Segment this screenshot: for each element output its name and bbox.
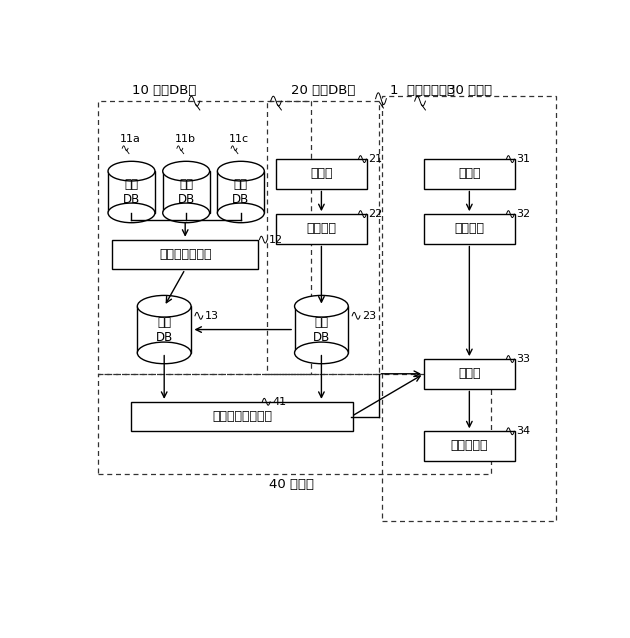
Text: 1  配管診断装置: 1 配管診断装置 bbox=[390, 84, 455, 97]
Text: 20 変状DB部: 20 変状DB部 bbox=[290, 84, 355, 97]
Bar bbox=[382, 96, 556, 521]
Bar bbox=[112, 240, 258, 269]
Bar bbox=[276, 159, 367, 189]
Text: 41: 41 bbox=[272, 397, 286, 407]
Text: 22: 22 bbox=[369, 209, 382, 219]
Text: 基準
DB: 基準 DB bbox=[156, 316, 173, 343]
Bar bbox=[424, 214, 515, 244]
Ellipse shape bbox=[108, 203, 155, 223]
Bar bbox=[424, 431, 515, 461]
Bar bbox=[131, 402, 353, 431]
Ellipse shape bbox=[163, 161, 210, 181]
Text: 10 基準DB部: 10 基準DB部 bbox=[132, 84, 197, 97]
Text: 基準分布生成部: 基準分布生成部 bbox=[159, 248, 212, 261]
Text: 21: 21 bbox=[369, 154, 382, 164]
Bar bbox=[163, 171, 210, 213]
Text: 判別問題最適化部: 判別問題最適化部 bbox=[212, 410, 272, 423]
Text: 12: 12 bbox=[269, 235, 284, 244]
Bar bbox=[98, 101, 311, 374]
Text: 13: 13 bbox=[205, 311, 219, 321]
Ellipse shape bbox=[217, 161, 265, 181]
Ellipse shape bbox=[295, 295, 348, 317]
Ellipse shape bbox=[108, 161, 155, 181]
Bar bbox=[295, 306, 348, 353]
Bar bbox=[137, 306, 191, 353]
Text: 11a: 11a bbox=[120, 135, 141, 144]
Bar bbox=[217, 171, 264, 213]
Text: 34: 34 bbox=[516, 426, 530, 436]
Text: 指標化部: 指標化部 bbox=[306, 223, 336, 235]
Text: ラベル化部: ラベル化部 bbox=[450, 440, 488, 452]
Text: 30 診断部: 30 診断部 bbox=[447, 84, 492, 97]
Text: 40 学習部: 40 学習部 bbox=[268, 478, 314, 491]
Text: 判定部: 判定部 bbox=[458, 367, 481, 380]
Text: 変状
DB: 変状 DB bbox=[312, 316, 330, 343]
Ellipse shape bbox=[163, 203, 210, 223]
Ellipse shape bbox=[137, 295, 191, 317]
Ellipse shape bbox=[295, 342, 348, 364]
Text: 32: 32 bbox=[516, 209, 530, 219]
Text: 11b: 11b bbox=[175, 135, 196, 144]
Ellipse shape bbox=[137, 342, 191, 364]
Bar bbox=[424, 159, 515, 189]
Bar bbox=[108, 171, 155, 213]
Text: 計測部: 計測部 bbox=[310, 167, 333, 181]
Bar bbox=[276, 214, 367, 244]
Text: 11c: 11c bbox=[229, 135, 249, 144]
Text: 設計
DB: 設計 DB bbox=[178, 178, 195, 206]
Bar bbox=[266, 101, 379, 374]
Text: 計測部: 計測部 bbox=[458, 167, 481, 181]
Text: 33: 33 bbox=[516, 354, 530, 364]
Text: 31: 31 bbox=[516, 154, 530, 164]
Text: 23: 23 bbox=[362, 311, 376, 321]
Bar bbox=[98, 374, 491, 475]
Text: 材料
DB: 材料 DB bbox=[232, 178, 249, 206]
Ellipse shape bbox=[217, 203, 265, 223]
Text: 施工
DB: 施工 DB bbox=[123, 178, 140, 206]
Text: 指標化部: 指標化部 bbox=[454, 223, 484, 235]
Bar bbox=[424, 359, 515, 389]
